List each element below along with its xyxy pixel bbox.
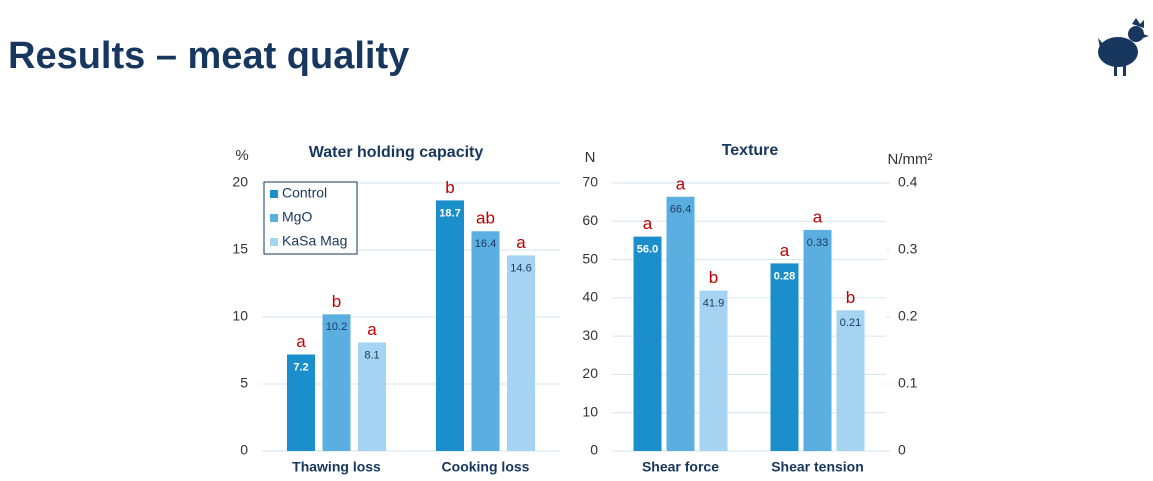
- y-tick-label: 0: [240, 442, 248, 458]
- significance-letter: a: [780, 241, 790, 260]
- y-axis-unit: N: [585, 149, 596, 166]
- slide-title: Results – meat quality: [8, 35, 409, 77]
- significance-letter: b: [709, 268, 718, 287]
- legend-box: [263, 181, 358, 255]
- y-tick-label: 70: [582, 174, 598, 190]
- bar: [436, 200, 464, 451]
- bar: [471, 231, 500, 451]
- significance-letter: b: [332, 292, 341, 311]
- bar: [287, 354, 315, 451]
- hen-logo: [1098, 18, 1149, 76]
- value-label: 0.21: [840, 317, 861, 329]
- y-tick-label: 30: [582, 327, 598, 343]
- significance-letter: a: [296, 332, 306, 351]
- y2-axis-unit: N/mm²: [888, 151, 933, 168]
- y-tick-label: 0: [590, 442, 598, 458]
- value-label: 16.4: [475, 238, 496, 250]
- y-tick-label: 40: [582, 289, 598, 305]
- bar: [633, 236, 662, 451]
- y-tick-label: 20: [582, 365, 598, 381]
- y-tick-label: 50: [582, 250, 598, 266]
- significance-letter: a: [643, 214, 653, 233]
- bar: [699, 290, 728, 451]
- bar: [770, 263, 799, 451]
- x-tick-label: Cooking loss: [442, 459, 530, 475]
- value-label: 14.6: [510, 262, 531, 274]
- significance-letter: a: [516, 233, 526, 252]
- value-label: 0.33: [807, 237, 828, 249]
- legend-label: MgO: [282, 209, 312, 225]
- value-label: 8.1: [364, 349, 379, 361]
- value-label: 66.4: [670, 204, 691, 216]
- bar: [803, 229, 832, 451]
- legend-swatch: [270, 214, 278, 222]
- y2-tick-label: 0: [898, 442, 906, 458]
- chart-title: Water holding capacity: [309, 144, 484, 161]
- y2-tick-label: 0.4: [898, 174, 918, 190]
- significance-letter: b: [445, 178, 454, 197]
- x-tick-label: Thawing loss: [292, 459, 381, 475]
- significance-letter: a: [813, 207, 823, 226]
- y-tick-label: 15: [232, 241, 248, 257]
- value-label: 10.2: [326, 321, 347, 333]
- value-label: 41.9: [703, 297, 724, 309]
- bar: [507, 255, 535, 451]
- value-label: 0.28: [774, 270, 795, 282]
- y2-tick-label: 0.3: [898, 241, 918, 257]
- significance-letter: b: [846, 288, 855, 307]
- y-tick-label: 10: [232, 308, 248, 324]
- y-axis-unit: %: [235, 147, 248, 164]
- y-tick-label: 10: [582, 403, 598, 419]
- y-tick-label: 60: [582, 212, 598, 228]
- significance-letter: ab: [476, 209, 495, 228]
- significance-letter: a: [367, 320, 377, 339]
- bar: [666, 196, 695, 451]
- legend-swatch: [270, 238, 278, 246]
- legend-swatch: [270, 190, 278, 198]
- y-tick-label: 20: [232, 174, 248, 190]
- x-tick-label: Shear tension: [771, 459, 864, 475]
- significance-letter: a: [676, 174, 686, 193]
- bar: [836, 310, 865, 451]
- y-tick-label: 5: [240, 375, 248, 391]
- bar: [322, 314, 351, 451]
- legend-label: Control: [282, 185, 327, 201]
- value-label: 56.0: [637, 244, 658, 256]
- y2-tick-label: 0.2: [898, 308, 918, 324]
- legend-label: KaSa Mag: [282, 233, 347, 249]
- value-label: 7.2: [293, 361, 308, 373]
- y2-tick-label: 0.1: [898, 375, 918, 391]
- value-label: 18.7: [439, 207, 460, 219]
- bar: [358, 342, 386, 451]
- chart-title: Texture: [722, 142, 779, 159]
- x-tick-label: Shear force: [642, 459, 719, 475]
